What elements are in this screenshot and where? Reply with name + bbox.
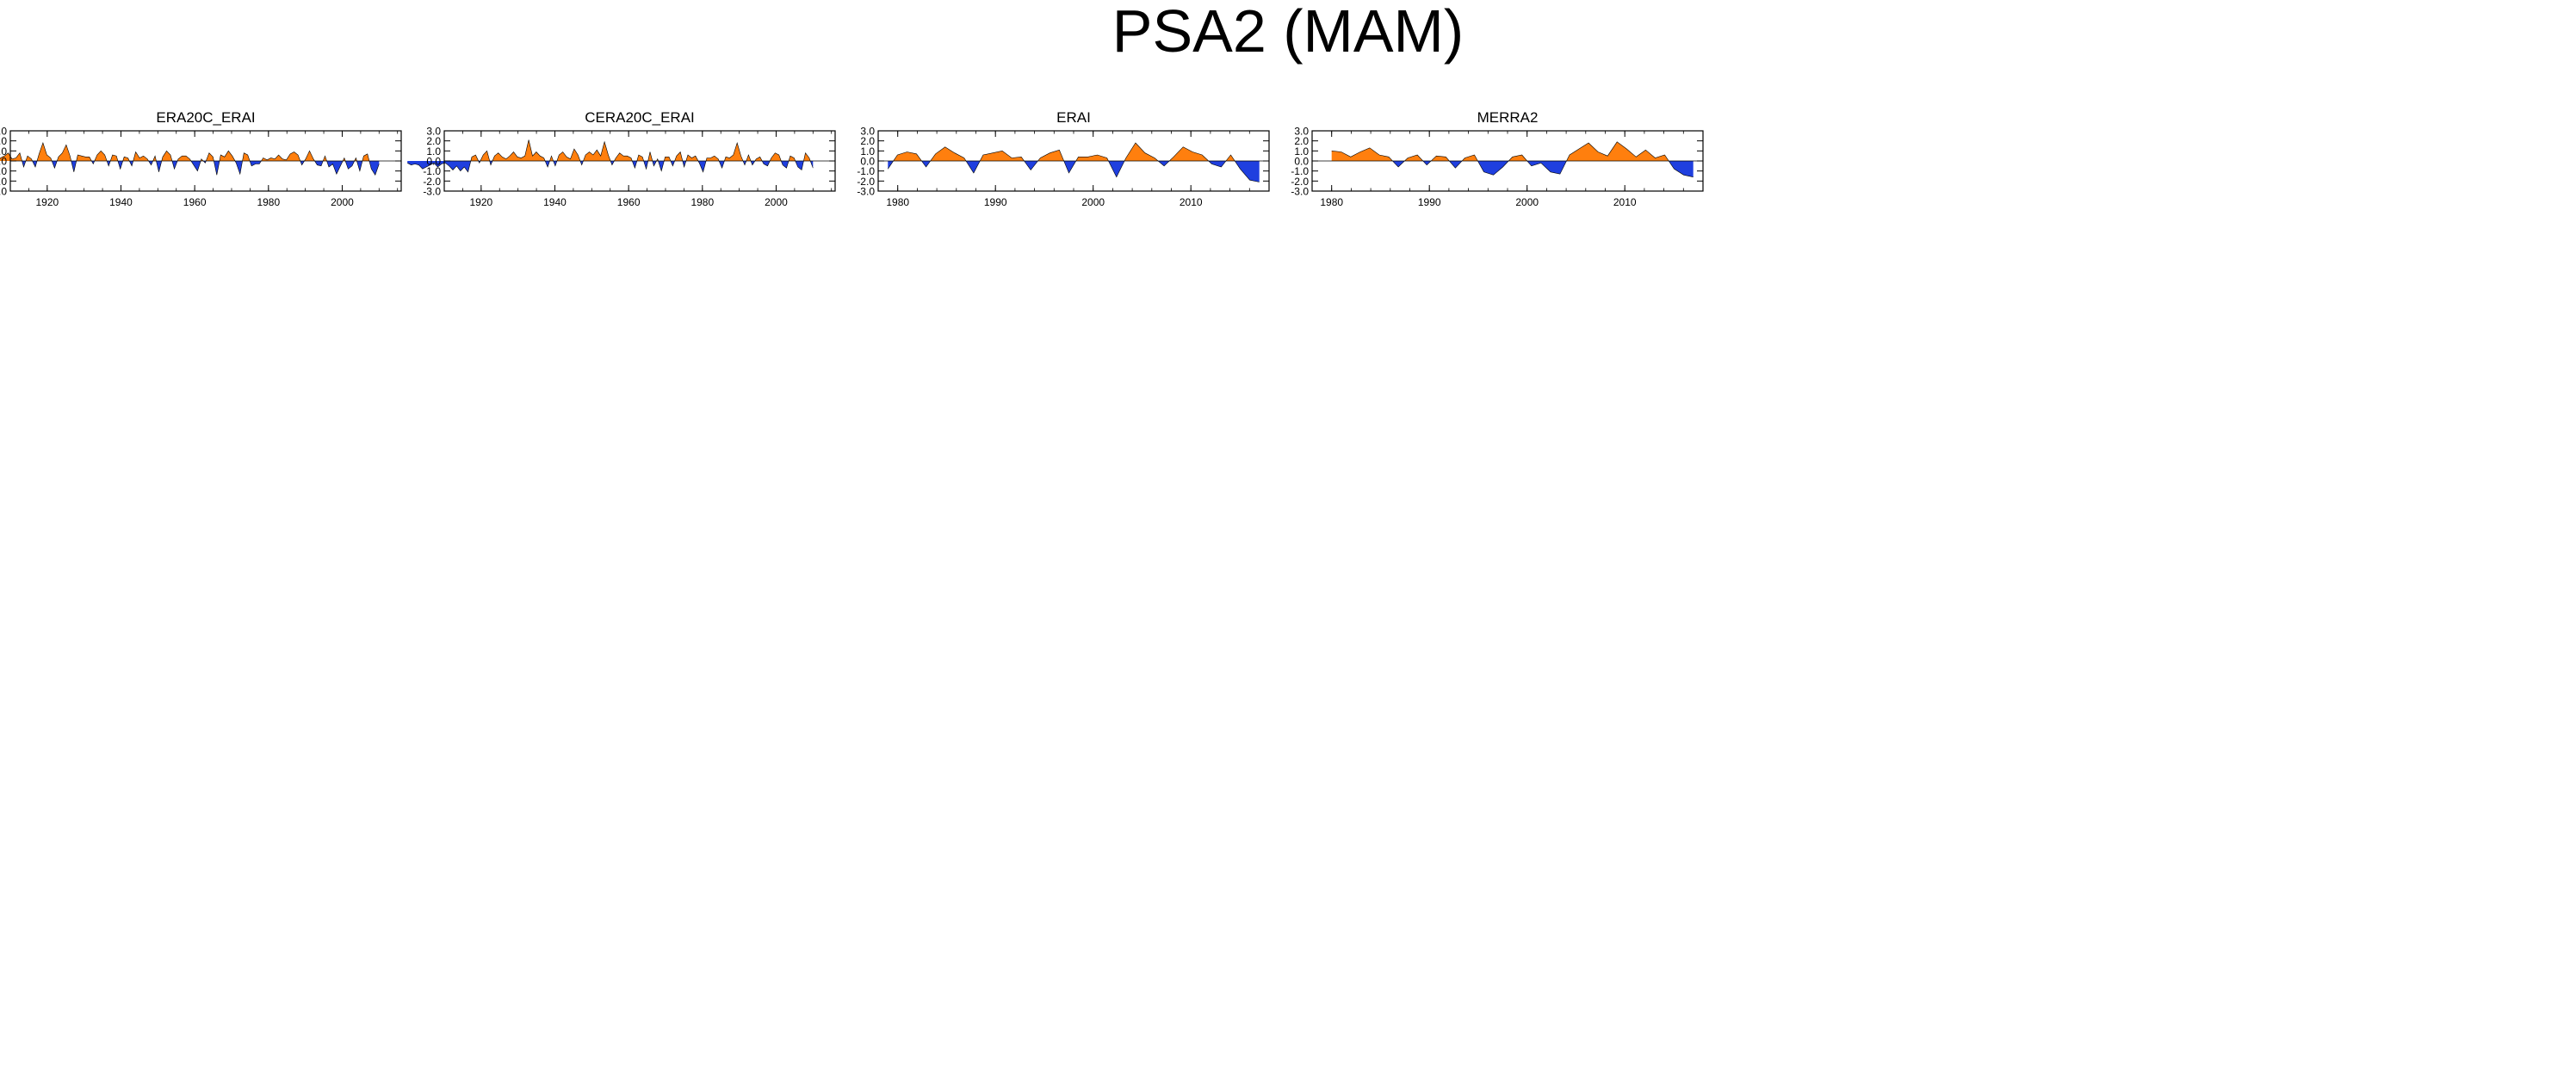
y-tick-label: -1.0 xyxy=(857,165,875,177)
y-tick-label: -2.0 xyxy=(1291,176,1309,188)
series-line xyxy=(1331,141,1694,177)
x-tick-label: 1960 xyxy=(617,196,641,208)
x-tick-label: 1980 xyxy=(886,196,909,208)
y-tick-label: 2.0 xyxy=(860,135,875,147)
y-tick-label: 3.0 xyxy=(1294,126,1309,138)
y-tick-label: -3.0 xyxy=(1291,186,1309,198)
y-tick-label: 1.0 xyxy=(1294,145,1309,158)
y-tick-label: 2.0 xyxy=(426,135,441,147)
y-tick-label: 2.0 xyxy=(0,135,7,147)
y-tick-label: 3.0 xyxy=(426,126,441,138)
y-tick-label: -1.0 xyxy=(423,165,441,177)
y-tick-label: -1.0 xyxy=(0,165,7,177)
x-tick-label: 1990 xyxy=(1418,196,1441,208)
x-tick-label: 2010 xyxy=(1180,196,1203,208)
panel-title: CERA20C_ERAI xyxy=(585,109,695,126)
panel-title: ERAI xyxy=(1056,109,1091,126)
y-tick-label: -2.0 xyxy=(0,176,7,188)
series-line xyxy=(0,142,380,176)
x-tick-label: 1980 xyxy=(257,196,280,208)
negative-area xyxy=(407,161,814,172)
x-tick-label: 1920 xyxy=(35,196,59,208)
figure-title: PSA2 (MAM) xyxy=(1112,0,1464,65)
panel-title: MERRA2 xyxy=(1477,109,1539,126)
panel-title: ERA20C_ERAI xyxy=(156,109,255,126)
y-tick-label: 0.0 xyxy=(1294,156,1309,168)
y-tick-label: 3.0 xyxy=(0,126,7,138)
x-tick-label: 1960 xyxy=(183,196,207,208)
series-line xyxy=(407,139,814,173)
x-tick-label: 1920 xyxy=(469,196,492,208)
positive-area xyxy=(1331,141,1669,161)
y-tick-label: 0.0 xyxy=(426,156,441,168)
positive-area xyxy=(0,143,369,161)
y-tick-label: 0.0 xyxy=(860,156,875,168)
y-tick-label: -2.0 xyxy=(857,176,875,188)
y-tick-label: 3.0 xyxy=(860,126,875,138)
x-tick-label: 1980 xyxy=(690,196,714,208)
panel-1: ERA20C_ERAI 3.02.01.00.0-1.0-2.0-3.0 1920 1… xyxy=(0,109,402,208)
panel-3: ERAI 3.02.01.00.0-1.0-2.0-3.0 1980 1990 2000… xyxy=(857,109,1270,208)
x-tick-label: 1980 xyxy=(1320,196,1343,208)
y-tick-label: -3.0 xyxy=(0,186,7,198)
y-tick-label: 1.0 xyxy=(0,145,7,158)
y-tick-label: -1.0 xyxy=(1291,165,1309,177)
x-tick-label: 2000 xyxy=(1515,196,1539,208)
y-tick-label: -3.0 xyxy=(423,186,441,198)
y-tick-label: 0.0 xyxy=(0,156,7,168)
y-tick-label: 2.0 xyxy=(1294,135,1309,147)
x-tick-label: 1940 xyxy=(543,196,567,208)
negative-area xyxy=(888,161,1260,182)
y-tick-label: 1.0 xyxy=(860,145,875,158)
panel-4: MERRA2 3.02.01.00.0-1.0-2.0-3.0 1980 1990 20… xyxy=(1291,109,1704,208)
panel-2: CERA20C_ERAI 3.02.01.00.0-1.0-2.0-3.0 1920… xyxy=(407,109,836,208)
x-tick-label: 1940 xyxy=(109,196,133,208)
series-line xyxy=(888,142,1260,182)
x-tick-label: 2000 xyxy=(1081,196,1105,208)
negative-area xyxy=(1392,161,1694,177)
x-tick-label: 2010 xyxy=(1613,196,1637,208)
y-tick-label: -2.0 xyxy=(423,176,441,188)
y-tick-label: -3.0 xyxy=(857,186,875,198)
x-tick-label: 2000 xyxy=(331,196,354,208)
x-tick-label: 1990 xyxy=(984,196,1007,208)
positive-area xyxy=(893,143,1235,161)
x-tick-label: 2000 xyxy=(765,196,788,208)
positive-area xyxy=(470,139,811,161)
y-tick-label: 1.0 xyxy=(426,145,441,158)
